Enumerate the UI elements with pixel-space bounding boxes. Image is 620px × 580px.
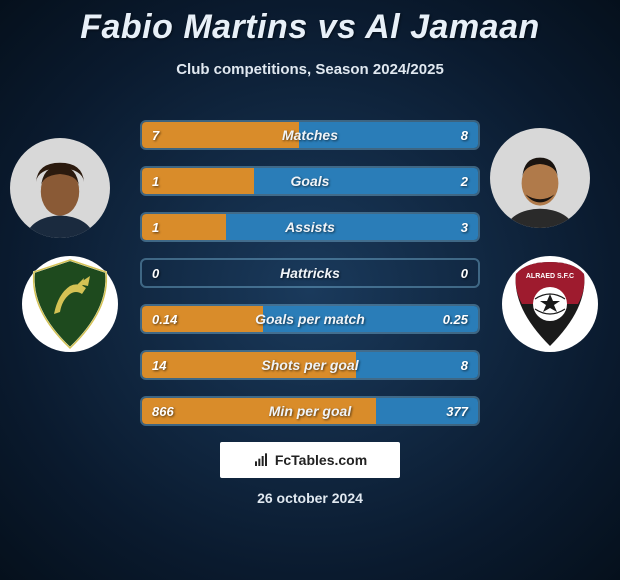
- shield-icon: [20, 254, 120, 354]
- stat-value-left: 1: [152, 174, 159, 189]
- subtitle: Club competitions, Season 2024/2025: [0, 61, 620, 78]
- stat-value-left: 0.14: [152, 312, 177, 327]
- stat-label: Shots per goal: [261, 357, 358, 373]
- stat-value-left: 14: [152, 358, 166, 373]
- stat-label: Goals: [291, 173, 330, 189]
- date-text: 26 october 2024: [0, 490, 620, 506]
- stat-value-left: 0: [152, 266, 159, 281]
- stat-value-right: 0: [461, 266, 468, 281]
- stat-label: Matches: [282, 127, 338, 143]
- stat-row: 1 Goals 2: [140, 166, 480, 196]
- stat-row: 1 Assists 3: [140, 212, 480, 242]
- chart-icon: [253, 452, 269, 468]
- stat-fill-right: [226, 214, 478, 240]
- person-icon: [20, 158, 100, 238]
- stat-row: 0.14 Goals per match 0.25: [140, 304, 480, 334]
- svg-text:ALRAED S.F.C: ALRAED S.F.C: [526, 273, 574, 280]
- stats-container: 7 Matches 8 1 Goals 2 1 Assists 3 0 Hatt…: [140, 120, 480, 442]
- stat-label: Assists: [285, 219, 335, 235]
- stat-label: Min per goal: [269, 403, 351, 419]
- club-badge-left: [20, 254, 120, 354]
- stat-fill-right: [254, 168, 478, 194]
- stat-row: 0 Hattricks 0: [140, 258, 480, 288]
- stat-row: 866 Min per goal 377: [140, 396, 480, 426]
- player-avatar-right: [490, 128, 590, 228]
- stat-value-right: 377: [446, 404, 468, 419]
- attribution-badge: FcTables.com: [220, 442, 400, 478]
- attribution-text: FcTables.com: [275, 452, 367, 468]
- stat-value-right: 3: [461, 220, 468, 235]
- stat-fill-left: [142, 122, 299, 148]
- stat-row: 14 Shots per goal 8: [140, 350, 480, 380]
- stat-label: Hattricks: [280, 265, 340, 281]
- stat-value-right: 2: [461, 174, 468, 189]
- stat-label: Goals per match: [255, 311, 365, 327]
- person-icon: [500, 148, 580, 228]
- club-badge-right: ALRAED S.F.C: [500, 254, 600, 354]
- stat-value-right: 0.25: [443, 312, 468, 327]
- page-title: Fabio Martins vs Al Jamaan: [0, 0, 620, 47]
- shield-icon: ALRAED S.F.C: [500, 254, 600, 354]
- stat-value-right: 8: [461, 358, 468, 373]
- stat-fill-right: [356, 352, 478, 378]
- stat-row: 7 Matches 8: [140, 120, 480, 150]
- stat-value-left: 7: [152, 128, 159, 143]
- comparison-card: Fabio Martins vs Al Jamaan Club competit…: [0, 0, 620, 580]
- stat-value-right: 8: [461, 128, 468, 143]
- stat-value-left: 1: [152, 220, 159, 235]
- stat-value-left: 866: [152, 404, 174, 419]
- player-avatar-left: [10, 138, 110, 238]
